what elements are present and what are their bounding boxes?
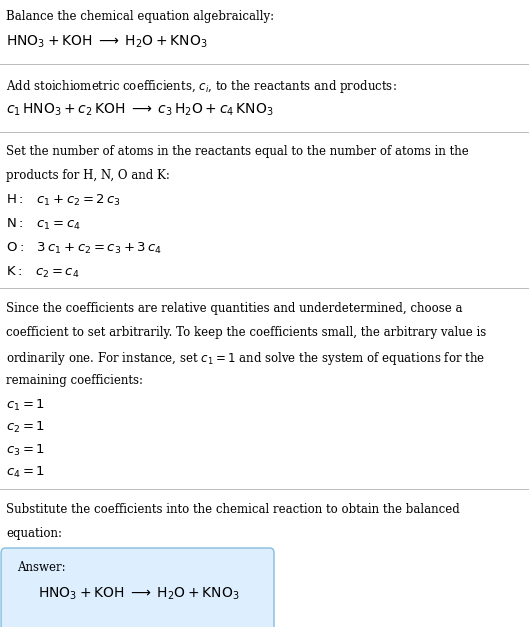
Text: Add stoichiometric coefficients, $c_i$, to the reactants and products:: Add stoichiometric coefficients, $c_i$, …	[6, 78, 397, 95]
Text: Substitute the coefficients into the chemical reaction to obtain the balanced: Substitute the coefficients into the che…	[6, 503, 460, 516]
Text: Set the number of atoms in the reactants equal to the number of atoms in the: Set the number of atoms in the reactants…	[6, 145, 469, 159]
Text: $c_1 = 1$: $c_1 = 1$	[6, 398, 45, 413]
Text: $\mathrm{N:}\;\;\; c_1 = c_4$: $\mathrm{N:}\;\;\; c_1 = c_4$	[6, 217, 81, 232]
Text: Since the coefficients are relative quantities and underdetermined, choose a: Since the coefficients are relative quan…	[6, 302, 463, 315]
Text: $\mathrm{O:}\;\;\; 3\,c_1 + c_2 = c_3 + 3\,c_4$: $\mathrm{O:}\;\;\; 3\,c_1 + c_2 = c_3 + …	[6, 241, 162, 256]
Text: Balance the chemical equation algebraically:: Balance the chemical equation algebraica…	[6, 10, 275, 23]
Text: ordinarily one. For instance, set $c_1 = 1$ and solve the system of equations fo: ordinarily one. For instance, set $c_1 =…	[6, 350, 486, 367]
Text: $c_1\, \mathrm{HNO_3} + c_2\, \mathrm{KOH} \;\longrightarrow\; c_3\, \mathrm{H_2: $c_1\, \mathrm{HNO_3} + c_2\, \mathrm{KO…	[6, 102, 274, 118]
Text: $\mathrm{H:}\;\;\; c_1 + c_2 = 2\,c_3$: $\mathrm{H:}\;\;\; c_1 + c_2 = 2\,c_3$	[6, 193, 121, 208]
Text: products for H, N, O and K:: products for H, N, O and K:	[6, 169, 170, 182]
Text: remaining coefficients:: remaining coefficients:	[6, 374, 143, 387]
Text: $c_2 = 1$: $c_2 = 1$	[6, 420, 45, 435]
Text: $\mathrm{HNO_3 + KOH \;\longrightarrow\; H_2O + KNO_3}$: $\mathrm{HNO_3 + KOH \;\longrightarrow\;…	[38, 586, 240, 602]
Text: $\mathrm{HNO_3 + KOH \;\longrightarrow\; H_2O + KNO_3}$: $\mathrm{HNO_3 + KOH \;\longrightarrow\;…	[6, 34, 208, 50]
Text: $c_4 = 1$: $c_4 = 1$	[6, 465, 45, 480]
FancyBboxPatch shape	[1, 548, 274, 627]
Text: $\mathrm{K:}\;\;\; c_2 = c_4$: $\mathrm{K:}\;\;\; c_2 = c_4$	[6, 265, 80, 280]
Text: coefficient to set arbitrarily. To keep the coefficients small, the arbitrary va: coefficient to set arbitrarily. To keep …	[6, 326, 487, 339]
Text: $c_3 = 1$: $c_3 = 1$	[6, 443, 45, 458]
Text: Answer:: Answer:	[17, 561, 66, 574]
Text: equation:: equation:	[6, 527, 62, 540]
